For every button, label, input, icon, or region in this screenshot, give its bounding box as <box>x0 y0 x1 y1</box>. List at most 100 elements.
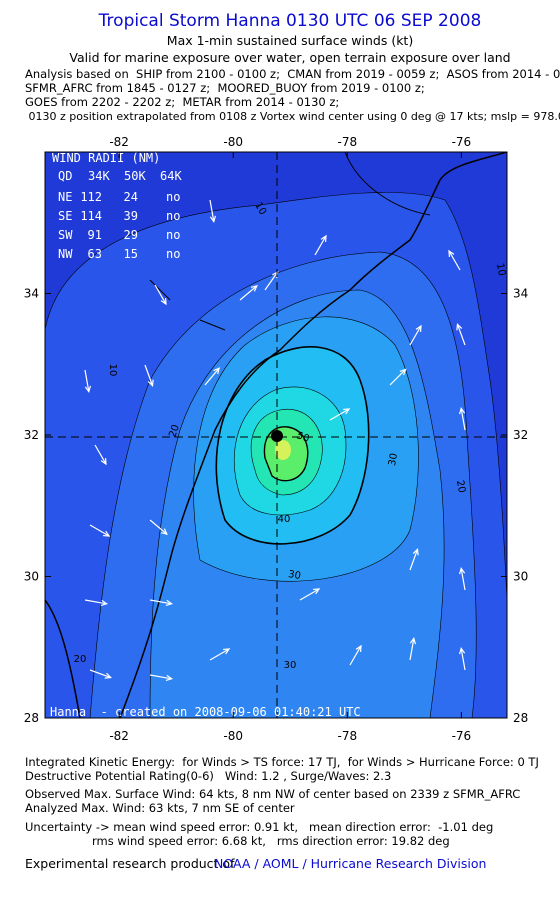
coastline <box>45 599 81 718</box>
contour-label: 40 <box>278 514 291 525</box>
radii-column: 64K <box>160 169 182 183</box>
wind-arrow <box>89 669 111 679</box>
wind-arrow <box>84 599 107 605</box>
y-tick-label: 34 <box>513 287 528 301</box>
contour-label: 30 <box>387 452 400 466</box>
wind-arrow <box>389 369 406 386</box>
wind-arrow-head <box>313 588 321 595</box>
analysis-line: GOES from 2202 - 2202 z; METAR from 2014… <box>25 95 339 109</box>
wind-arrow <box>94 444 107 465</box>
wind-arrow-head <box>100 458 107 466</box>
wind-arrows <box>84 199 466 682</box>
wind-arrow-head <box>456 323 463 331</box>
wind-arrow-head <box>409 636 417 645</box>
wind-arrow-head <box>448 249 455 257</box>
wind-arrow-head <box>160 528 168 536</box>
title: Tropical Storm Hanna 0130 UTC 06 SEP 200… <box>98 11 482 31</box>
radii-cell: SW <box>58 228 73 242</box>
y-tick-label: 32 <box>513 428 528 442</box>
radii-cell: 112 <box>80 190 102 204</box>
contour-label: 20 <box>74 654 87 665</box>
wind-arrow-head <box>399 368 407 376</box>
radii-title: WIND RADII (NM) <box>52 151 160 165</box>
core <box>275 440 291 460</box>
wind-arrow-head <box>458 406 466 415</box>
radii-cell: no <box>166 209 180 223</box>
footer-line: Analyzed Max. Wind: 63 kts, 7 nm SE of c… <box>25 801 295 815</box>
radii-cell: NE <box>58 190 72 204</box>
x-tick-label: -80 <box>223 135 243 149</box>
wind-arrow-head <box>147 379 154 387</box>
analysis-line: SFMR_AFRC from 1845 - 0127 z; MOORED_BUO… <box>25 81 425 95</box>
storm-center <box>271 430 283 442</box>
radii-cell: 39 <box>124 209 138 223</box>
wind-radii-table: WIND RADII (NM) QD 34K 50K 64K NE 112 24 no SE 114… <box>52 151 182 261</box>
wind-arrow-head <box>250 284 258 292</box>
wind-arrow <box>460 648 466 671</box>
wind-arrow-head <box>355 644 362 652</box>
shoreline-detail <box>149 152 431 331</box>
y-tick-label: 34 <box>24 287 39 301</box>
wind-arrow-head <box>103 530 111 537</box>
y-tick-label: 32 <box>24 428 39 442</box>
x-tick-label: -82 <box>109 135 129 149</box>
wind-arrow <box>149 674 172 680</box>
wind-arrow-head <box>209 215 217 224</box>
wind-arrow <box>409 549 419 571</box>
contour-label: 30 <box>287 569 301 582</box>
wind-arrow <box>329 408 350 421</box>
wind-arrow <box>239 285 258 301</box>
radii-cell: 63 <box>88 247 102 261</box>
wind-arrow <box>204 367 220 386</box>
wind-arrow <box>314 235 327 256</box>
wind-arrow <box>409 325 422 346</box>
wind-arrow <box>209 648 230 661</box>
wind-arrow-head <box>458 566 466 575</box>
radii-cell: 15 <box>124 247 138 261</box>
footer-line: rms wind speed error: 6.68 kt, rms direc… <box>92 834 450 848</box>
x-tick-label: -76 <box>452 135 472 149</box>
wind-arrow-head <box>343 408 351 415</box>
wind-arrow <box>264 271 279 291</box>
radii-cell: 114 <box>80 209 102 223</box>
credit-prefix: Experimental research product of <box>25 856 238 871</box>
wind-arrow-head <box>100 599 109 607</box>
radii-cell: 24 <box>124 190 138 204</box>
radii-cell: 91 <box>88 228 102 242</box>
coastline <box>119 152 507 718</box>
wind-arrow <box>84 369 90 392</box>
analysis-line: Analysis based on SHIP from 2100 - 0100 … <box>25 67 560 81</box>
analysis-line: 0130 z position extrapolated from 0108 z… <box>25 110 560 123</box>
radii-column: 34K <box>88 169 110 183</box>
radii-cell: no <box>166 190 180 204</box>
wind-arrow-head <box>165 674 174 682</box>
y-tick-label: 28 <box>513 711 528 725</box>
contour-label: 20 <box>454 479 467 493</box>
wind-arrow <box>456 324 466 346</box>
radii-cell: no <box>166 247 180 261</box>
wind-arrow <box>460 408 466 431</box>
contour-label: 50 <box>295 430 311 445</box>
validity: Valid for marine exposure over water, op… <box>69 50 510 65</box>
footer-line: Uncertainty -> mean wind speed error: 0.… <box>25 820 493 834</box>
contour-label: 30 <box>284 660 297 671</box>
y-tick-label: 30 <box>24 570 39 584</box>
wind-arrow-head <box>223 648 231 655</box>
footer-line: Destructive Potential Rating(0-6) Wind: … <box>25 769 391 783</box>
wind-arrow <box>209 199 215 222</box>
footer-line: Observed Max. Surface Wind: 64 kts, 8 nm… <box>25 787 520 801</box>
radii-cell: SE <box>58 209 72 223</box>
credit-link[interactable]: NOAA / AOML / Hurricane Research Divisio… <box>214 856 486 871</box>
map-credit: Hanna - created on 2008-09-06 01:40:21 U… <box>50 705 361 719</box>
contour-label: 10 <box>494 262 507 276</box>
wind-arrow-head <box>165 599 174 607</box>
wind-arrow <box>460 568 466 591</box>
wind-arrow-head <box>160 298 167 306</box>
wind-arrow-head <box>412 548 419 556</box>
radii-cell: 29 <box>124 228 138 242</box>
x-tick-label: -78 <box>337 135 357 149</box>
y-tick-label: 30 <box>513 570 528 584</box>
